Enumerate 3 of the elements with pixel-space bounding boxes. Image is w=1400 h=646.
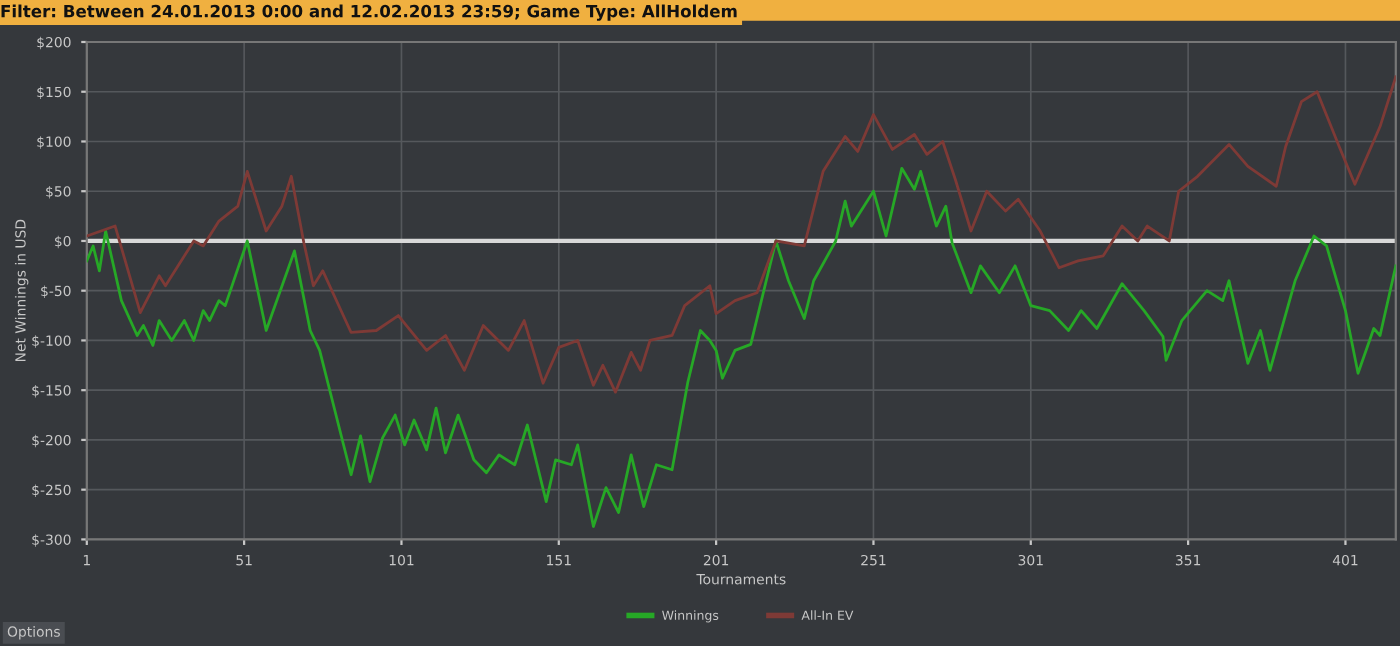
- chart-title: Filter: Between 24.01.2013 0:00 and 12.02.2013 23:59; Game Type: AllHoldem: [1, 4, 737, 21]
- line-series: [86, 166, 1396, 528]
- line-series: [86, 75, 1396, 394]
